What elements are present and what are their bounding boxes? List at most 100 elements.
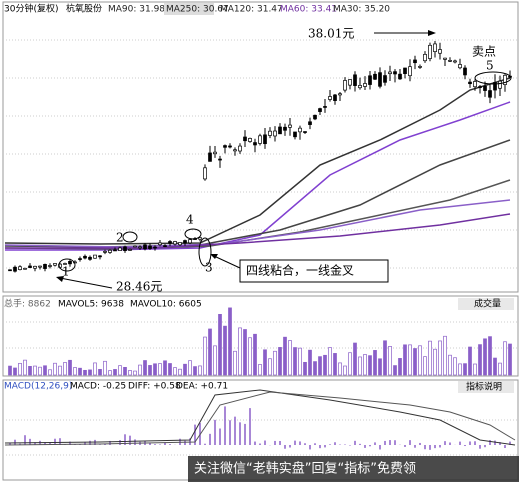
- candle-body: [433, 43, 437, 52]
- candle-body: [198, 237, 202, 240]
- candle-body: [368, 75, 372, 85]
- volume-bar: [318, 356, 322, 376]
- candle-body: [418, 66, 422, 68]
- volume-bar: [198, 365, 202, 376]
- grid: [3, 39, 518, 456]
- volume-bar: [153, 363, 157, 376]
- volume-bar: [78, 367, 82, 376]
- volume-bar: [138, 364, 142, 376]
- volume-tab[interactable]: 成交量: [474, 298, 501, 310]
- volume-bars: [8, 307, 512, 376]
- candle-body: [43, 263, 47, 269]
- volume-bar: [388, 346, 392, 376]
- volume-bar: [413, 348, 417, 376]
- volume-bar: [283, 336, 287, 376]
- candle-body: [488, 90, 492, 98]
- candle-body: [108, 249, 112, 253]
- arrowhead: [428, 30, 436, 36]
- candle-body: [178, 242, 182, 246]
- volume-tab-bg[interactable]: [458, 298, 514, 310]
- low-label: 28.46元: [116, 280, 162, 294]
- mavol5: MAVOL5: 9638: [58, 300, 124, 310]
- volume-bar: [393, 365, 397, 376]
- candle-body: [168, 241, 172, 244]
- candle-body: [313, 114, 317, 120]
- marker-ellipse: [184, 228, 202, 240]
- volume-bar: [493, 357, 497, 376]
- candle-body: [243, 136, 247, 142]
- volume-bar: [428, 340, 432, 376]
- volume-bar: [408, 344, 412, 376]
- volume-bar: [188, 360, 192, 376]
- volume-bar: [228, 307, 232, 376]
- candle-body: [473, 81, 477, 88]
- volume-bar: [463, 363, 467, 376]
- arrowhead: [56, 276, 64, 282]
- volume-bar: [103, 360, 107, 376]
- volume-bar: [483, 338, 487, 376]
- volume-bar: [43, 365, 47, 376]
- volume-bar: [268, 358, 272, 376]
- volume-bar: [128, 370, 132, 376]
- macd-tab[interactable]: 指标说明: [466, 381, 502, 393]
- volume-bar: [233, 350, 237, 376]
- volume-bar: [448, 354, 452, 376]
- volume-bar: [73, 367, 77, 376]
- candle-body: [238, 145, 242, 152]
- candle-body: [63, 263, 67, 265]
- volume-bar: [243, 329, 247, 376]
- point-label: 1: [62, 265, 70, 279]
- mavol10: MAVOL10: 6605: [130, 300, 202, 310]
- watermark: 关注微信“老韩实盘”回复“指标”免费领: [194, 461, 416, 477]
- volume-bar: [368, 355, 372, 376]
- candle-body: [183, 240, 187, 244]
- dea-value: DEA: +0.71: [176, 382, 228, 392]
- candle-body: [28, 265, 32, 268]
- note: 四线粘合，一线金叉: [246, 263, 354, 278]
- volume-bar: [203, 336, 207, 376]
- volume-bar: [168, 363, 172, 376]
- candle-body: [378, 72, 382, 87]
- volume-bar: [353, 342, 357, 376]
- volume-bar: [383, 340, 387, 376]
- volume-bar: [278, 347, 282, 376]
- volume-bar: [173, 367, 177, 376]
- candle-body: [78, 258, 82, 260]
- candle-body: [428, 44, 432, 59]
- volume-bar: [253, 333, 257, 376]
- volume-bar: [298, 347, 302, 376]
- volume-bar: [68, 359, 72, 376]
- candle-body: [483, 85, 487, 91]
- candle-body: [373, 73, 377, 80]
- candle-body: [38, 265, 42, 268]
- candle-body: [303, 131, 307, 133]
- candle-body: [398, 73, 402, 80]
- price-panel: [2, 1, 519, 293]
- candle-body: [453, 60, 457, 63]
- macd-value: MACD: -0.25: [70, 382, 126, 392]
- period: 30分钟(复权): [4, 3, 58, 15]
- volume-bar: [293, 347, 297, 376]
- candle-body: [363, 83, 367, 87]
- volume-bar: [323, 354, 327, 376]
- volume-bar: [48, 369, 52, 376]
- candle-body: [383, 75, 387, 83]
- volume-bar: [273, 350, 277, 376]
- candle-body: [278, 126, 282, 135]
- candle-body: [273, 130, 277, 137]
- macd-tab-bg[interactable]: [458, 381, 514, 393]
- volume-bar: [248, 337, 252, 376]
- volume-bar: [113, 369, 117, 376]
- candle-body: [458, 64, 462, 69]
- arrow: [213, 255, 241, 269]
- volume-bar: [238, 327, 242, 376]
- candle-body: [218, 158, 222, 161]
- stock-name: 杭氧股份: [66, 3, 102, 15]
- volume-bar: [13, 367, 17, 376]
- volume-bar: [363, 354, 367, 376]
- volume-bar: [163, 360, 167, 376]
- candle-body: [8, 269, 12, 272]
- volume-bar: [308, 349, 312, 376]
- candle-body: [328, 96, 332, 100]
- volume-bar: [53, 362, 57, 376]
